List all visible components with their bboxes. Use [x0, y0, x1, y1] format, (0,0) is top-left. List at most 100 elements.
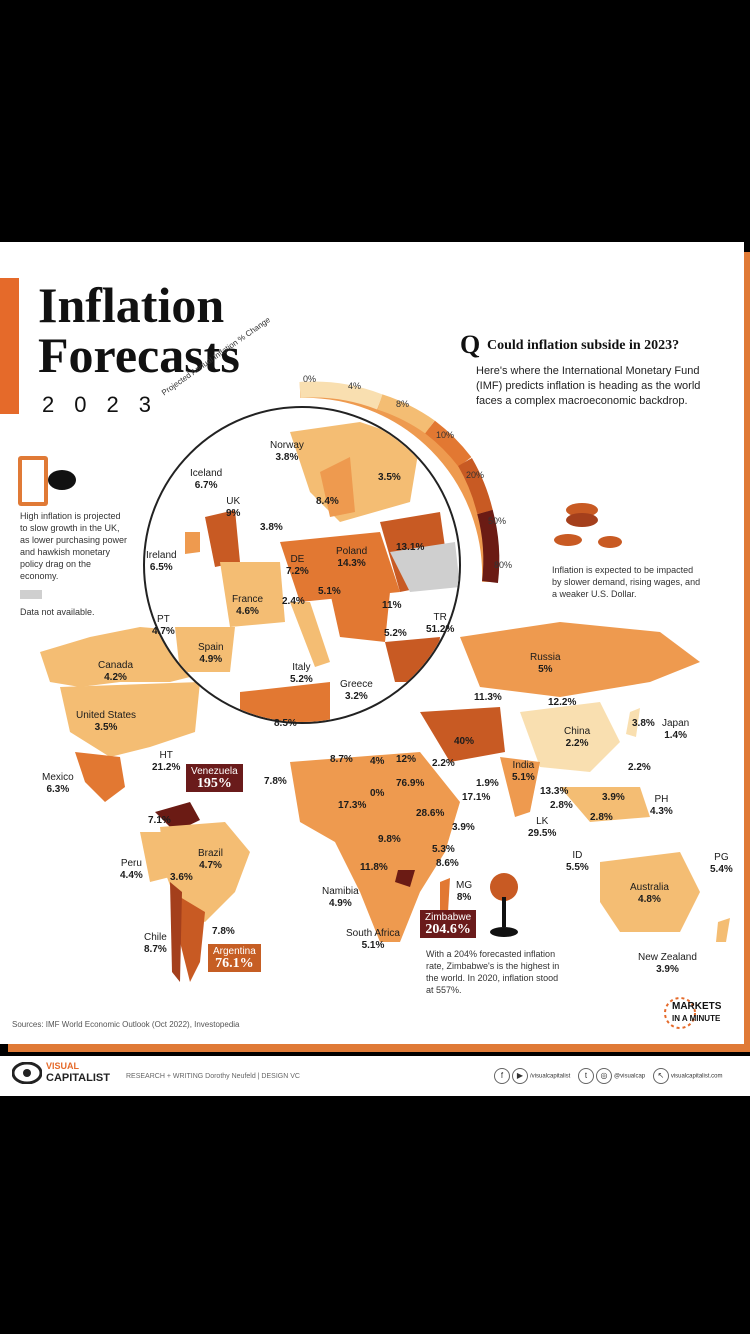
balkans-shape	[330, 592, 390, 642]
country-label-tr: TR 51.2%	[426, 612, 455, 635]
zimbabwe-note: With a 204% forecasted inflation rate, Z…	[426, 949, 560, 995]
country-label-canada: Canada 4.2%	[98, 660, 134, 683]
value-label: 13.1%	[396, 542, 425, 553]
country-label-greece: Greece 3.2%	[340, 679, 373, 702]
year: 2023	[42, 392, 171, 417]
value-label: 17.1%	[462, 792, 491, 803]
page-title: Inflation Forecasts	[38, 277, 240, 383]
map-pin-icon	[490, 873, 518, 937]
credits: RESEARCH + WRITING Dorothy Neufeld | DES…	[126, 1073, 300, 1080]
country-label-namibia: Namibia 4.9%	[322, 886, 359, 909]
value-label: 12.2%	[548, 697, 577, 708]
partner-logo-text: MARKETS IN A MINUTE	[672, 1001, 722, 1023]
sweden-shape	[320, 457, 355, 517]
twitter-icon[interactable]: t	[578, 1068, 595, 1084]
country-label-japan: Japan 1.4%	[662, 718, 690, 741]
value-label: 4%	[370, 756, 385, 767]
country-label-pg: PG 5.4%	[710, 852, 733, 875]
handle-link[interactable]: @visualcap	[614, 1073, 646, 1080]
country-label-us: United States 3.5%	[76, 710, 137, 733]
middle-east-shape	[420, 707, 505, 762]
value-label: 9.8%	[378, 834, 401, 845]
sea-shape	[560, 787, 650, 822]
value-label: 5.1%	[318, 586, 341, 597]
handle-link[interactable]: /visualcapitalist	[530, 1073, 571, 1080]
country-label-italy: Italy 5.2%	[290, 662, 313, 685]
country-label-uk: UK 9%	[226, 496, 241, 519]
q-mark: Q	[460, 330, 481, 359]
us-shape	[60, 682, 200, 757]
country-label-spain: Spain 4.9%	[198, 642, 224, 665]
madagascar-shape	[440, 878, 450, 914]
value-label: 1.9%	[476, 778, 499, 789]
value-label: 8.6%	[436, 858, 459, 869]
country-label-france: France 4.6%	[232, 594, 264, 617]
value-label: 7.8%	[264, 776, 287, 787]
country-label-lk: LK 29.5%	[528, 816, 557, 839]
no-data-shape	[390, 542, 459, 592]
country-label-mg: MG 8%	[456, 880, 473, 903]
country-label-norway: Norway 3.8%	[270, 440, 304, 463]
value-label: 3.6%	[170, 872, 193, 883]
sources: Sources: IMF World Economic Outlook (Oct…	[12, 1020, 240, 1029]
value-label: 13.3%	[540, 786, 569, 797]
legend-tick: 50%	[488, 516, 507, 526]
infographic-card	[0, 242, 744, 1044]
country-label-australia: Australia 4.8%	[630, 882, 669, 905]
value-label: 2.8%	[590, 812, 613, 823]
value-label: 17.3%	[338, 800, 367, 811]
value-label: 2.8%	[550, 800, 573, 811]
country-label-poland: Poland 14.3%	[336, 546, 368, 569]
legend-tick: 8%	[396, 399, 410, 409]
youtube-icon[interactable]: ▶	[512, 1068, 528, 1084]
country-label-peru: Peru 4.4%	[120, 858, 143, 881]
country-label-pt: PT 4.7%	[152, 614, 175, 637]
brazil-shape	[160, 822, 250, 922]
value-label: 3.5%	[378, 472, 401, 483]
uk-shape	[205, 510, 240, 567]
value-label: 8.7%	[330, 754, 353, 765]
value-label: 12%	[396, 754, 417, 765]
india-shape	[500, 757, 540, 817]
chile-shape	[170, 882, 182, 982]
value-label: 11.3%	[474, 692, 502, 703]
legend-tick: 80%	[494, 560, 513, 570]
argentina-shape	[180, 897, 205, 982]
coins-icon	[554, 503, 622, 548]
africa-shape	[290, 752, 460, 942]
scandinavia-shape	[290, 422, 420, 522]
russia-shape	[460, 622, 700, 697]
ireland-shape	[185, 532, 200, 554]
country-label-id: ID 5.5%	[566, 850, 589, 873]
country-label-south-africa: South Africa 5.1%	[346, 928, 400, 951]
country-label-de: DE 7.2%	[286, 554, 309, 577]
site-link[interactable]: visualcapitalist.com	[670, 1073, 723, 1080]
facebook-icon[interactable]: f	[494, 1068, 510, 1084]
instagram-icon[interactable]: ◎	[596, 1068, 613, 1084]
zimbabwe-shape	[395, 870, 415, 887]
cursor-icon[interactable]: ↖	[652, 1068, 669, 1084]
country-label-brazil: Brazil 4.7%	[198, 848, 224, 871]
value-label: 28.6%	[416, 808, 445, 819]
north-africa-shape	[240, 682, 330, 722]
no-data-label: Data not available.	[20, 607, 95, 617]
value-label: 8.4%	[316, 496, 339, 507]
legend-tick: 20%	[466, 470, 485, 480]
world-map	[18, 381, 730, 982]
peru-shape	[140, 832, 170, 882]
no-data-swatch	[20, 590, 42, 599]
intro-text: Here's where the International Monetary …	[476, 365, 701, 407]
country-label-ht: HT 21.2%	[152, 750, 181, 773]
italy-shape	[290, 602, 330, 667]
japan-note: Inflation is expected to be impacted by …	[552, 565, 701, 599]
value-label: 11%	[382, 600, 402, 611]
value-label: 8.5%	[274, 718, 297, 729]
country-label-china: China 2.2%	[564, 726, 591, 749]
value-label: 11.8%	[360, 862, 388, 873]
value-label: 7.8%	[212, 926, 235, 937]
value-label: 2.4%	[282, 596, 305, 607]
legend-tick: 0%	[303, 374, 317, 384]
value-label: 3.8%	[260, 522, 283, 533]
australia-shape	[600, 852, 700, 932]
hourglass-icon	[18, 456, 76, 506]
